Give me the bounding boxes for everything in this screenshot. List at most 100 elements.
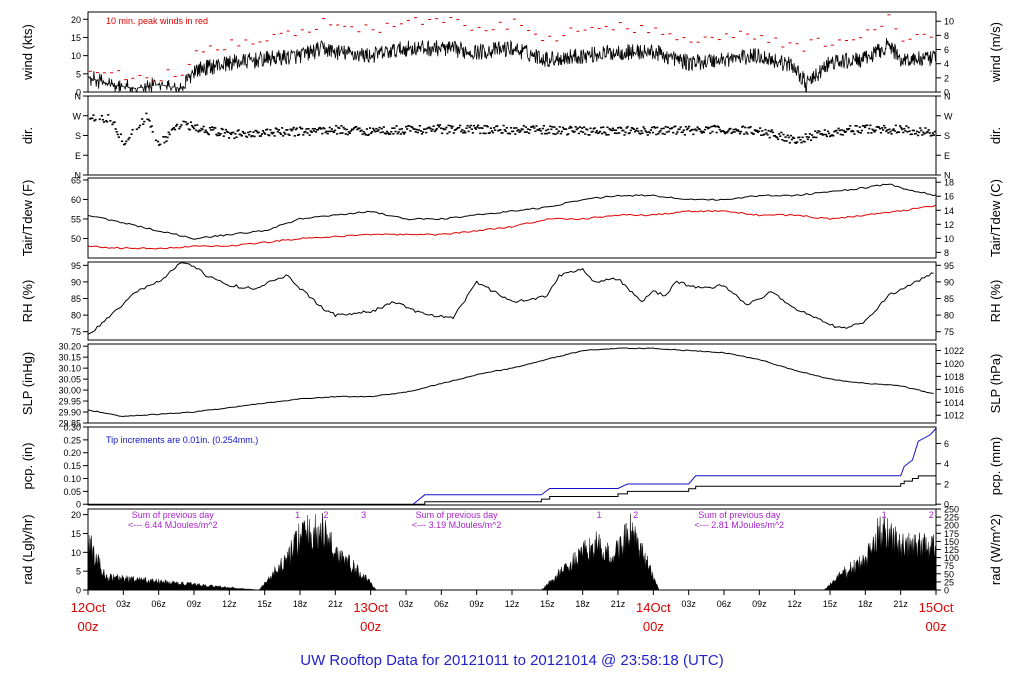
rad-marker: 1 — [882, 510, 887, 520]
wind-dir-dot — [154, 139, 158, 142]
temp-left-tick-label: 50 — [71, 234, 81, 244]
wind-dir-dot — [553, 126, 556, 128]
wind-dir-dot — [925, 131, 928, 134]
wind-dir-dot — [580, 127, 584, 129]
rad-sum-value: <--- 3.19 MJoules/m^2 — [412, 520, 502, 530]
slp-right-tick-label: 1016 — [944, 385, 964, 395]
wind-dir-dot — [406, 128, 409, 130]
wind-dir-dot — [622, 129, 625, 132]
wind-dir-dot — [515, 127, 518, 129]
x-tick-label: 18z — [575, 599, 590, 609]
wind-dir-dot — [223, 132, 226, 134]
wind-dir-dot — [362, 130, 365, 133]
wind-dir-dot — [869, 124, 872, 127]
rad-right-tick-label: 100 — [944, 553, 959, 563]
rh-line — [88, 262, 934, 335]
wind-dir-dot — [414, 131, 417, 133]
wind-dir-dot — [355, 125, 358, 128]
wind-dir-dot — [287, 133, 290, 136]
wind-dir-dot — [243, 132, 247, 135]
wind-dir-dot — [900, 126, 903, 129]
wind-dir-dot — [903, 127, 906, 130]
wind-dir-dot — [218, 134, 221, 136]
wind-dir-dot — [807, 136, 810, 138]
wind-dir-dot — [852, 130, 855, 133]
wind-dir-dot — [557, 130, 560, 132]
wind-dir-dot — [311, 127, 314, 130]
wind-dir-dot — [240, 135, 243, 137]
wind-speed-line — [88, 37, 936, 92]
wind-dir-dot — [691, 128, 694, 131]
slp-right-tick-label: 1018 — [944, 372, 964, 382]
wind-dir-dot — [692, 133, 695, 136]
temp-right-tick-label: 14 — [944, 206, 954, 216]
wind-dir-dot — [172, 127, 176, 129]
wind-dir-dot — [922, 131, 925, 134]
wind-dir-dot — [827, 132, 831, 135]
wind-dir-dot — [781, 139, 784, 141]
wind-dir-dot — [682, 129, 685, 132]
wind-dir-dot — [666, 126, 670, 129]
wind-dir-dot — [537, 129, 540, 131]
wind-dir-dot — [767, 129, 770, 132]
wind-dir-dot — [330, 128, 333, 130]
x-tick-label: 06z — [717, 599, 732, 609]
wind-dir-dot — [476, 126, 479, 128]
x-tick-label: 12z — [787, 599, 802, 609]
wind-dir-dot — [919, 127, 922, 129]
wind-dir-dot — [784, 136, 787, 138]
wind-dir-dot — [93, 119, 96, 122]
pcp-left-tick-label: 0 — [76, 500, 81, 510]
wind-dir-dot — [137, 126, 141, 129]
wind-dir-dot — [259, 135, 262, 137]
wind-dir-dot — [227, 137, 231, 139]
wind-dir-dot — [624, 131, 627, 134]
wind-dir-dot — [294, 128, 297, 131]
wind-dir-dot — [615, 132, 619, 135]
wind-dir-dot — [233, 137, 236, 140]
wind-dir-dot — [461, 128, 464, 131]
temp-left-tick-label: 65 — [71, 175, 81, 185]
wind-dir-dot — [217, 132, 220, 134]
wind-dir-dot — [165, 140, 168, 142]
wind-dir-dot — [910, 133, 913, 135]
wind-dir-dot — [276, 130, 279, 133]
wind-dir-dot — [853, 133, 856, 135]
wind-dir-dot — [164, 135, 167, 138]
wind-dir-dot — [763, 133, 766, 136]
wind-dir-dots — [89, 112, 936, 146]
wind-dir-dot — [106, 120, 109, 123]
rh-right-tick-label: 75 — [944, 327, 954, 337]
wind-dir-dot — [452, 132, 455, 134]
wind-dir-dot — [445, 126, 448, 129]
wind-dir-dot — [162, 136, 165, 138]
wind-dir-dot — [644, 130, 647, 132]
wind-dir-dot — [571, 130, 574, 132]
x-tick-label: 12z — [222, 599, 237, 609]
wind-dir-dot — [780, 131, 783, 134]
pcp-right-tick-label: 4 — [944, 459, 949, 469]
rad-right-tick-label: 150 — [944, 537, 959, 547]
wind-dir-dot — [586, 128, 589, 131]
wind-dir-dot — [206, 132, 209, 135]
x-major-date-label: 14Oct — [636, 600, 671, 615]
wind-dir-dot — [367, 133, 371, 136]
wind-dir-dot — [716, 125, 719, 128]
pcp-left-tick-label: 0.05 — [63, 487, 81, 497]
peak-wind-marks — [88, 14, 933, 82]
wind-dir-dot — [750, 131, 753, 134]
wind-dir-dot — [594, 131, 597, 134]
wind-dir-dot — [468, 126, 471, 129]
wind-dir-dot — [391, 127, 394, 130]
panel-wind: wind (kts) wind (m/s) 0 5 10 15 20 0 2 4 6 8 10 10 mi… — [20, 11, 1003, 98]
wind-left-tick-label: 10 — [71, 51, 81, 61]
wind-dir-dot — [411, 126, 414, 129]
wind-dir-dot — [641, 132, 644, 134]
dir-left-tick-label: E — [75, 151, 81, 161]
wind-dir-dot — [264, 133, 267, 135]
pcp-left-tick-label: 0.10 — [63, 474, 81, 484]
wind-dir-dot — [417, 129, 420, 131]
wind-dir-dot — [252, 131, 255, 134]
x-major-date-label: 12Oct — [71, 600, 106, 615]
chart-title: UW Rooftop Data for 20121011 to 20121014… — [300, 652, 724, 669]
